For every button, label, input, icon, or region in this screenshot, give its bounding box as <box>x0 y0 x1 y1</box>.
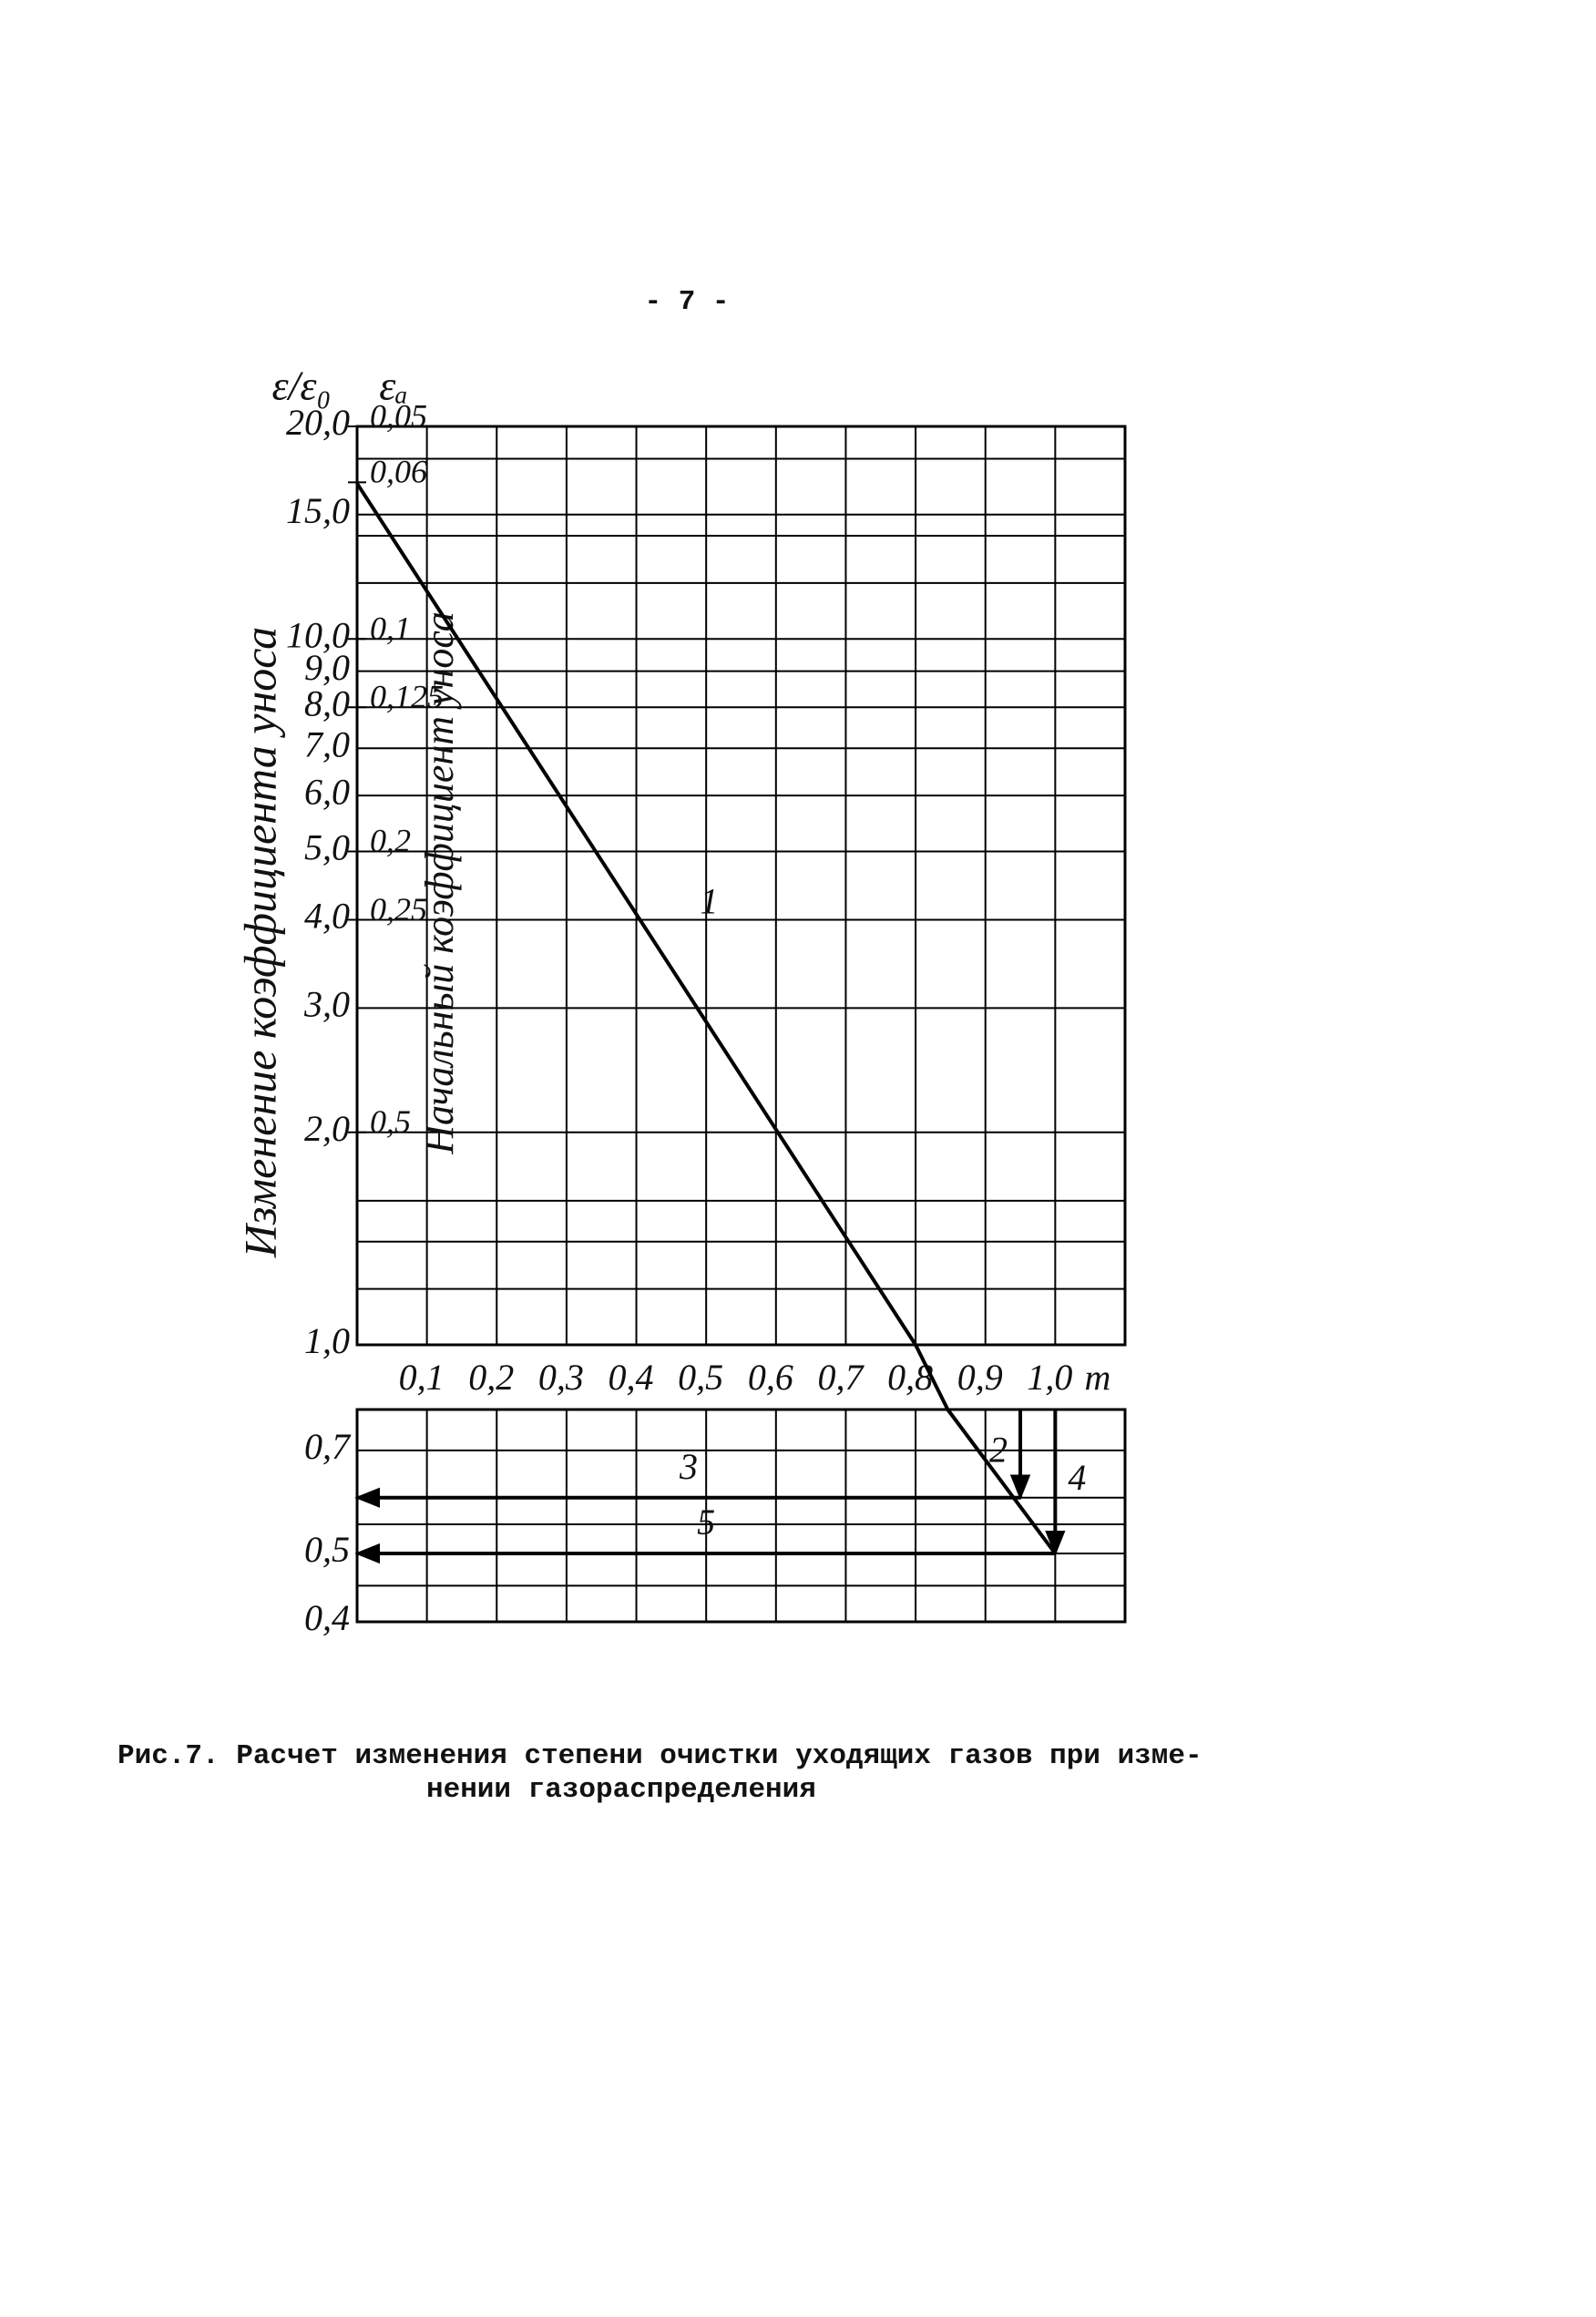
y-tick-label: 1,0 <box>304 1320 350 1361</box>
series-label: 2 <box>989 1430 1008 1471</box>
y-tick-label: 5,0 <box>304 827 350 868</box>
y-axis-label: Изменение коэффициента уноса <box>234 627 285 1258</box>
y2-tick-label: 0,05 <box>370 397 427 434</box>
x-tick-label: 0,6 <box>748 1357 793 1398</box>
y-tick-label: 4,0 <box>304 896 350 937</box>
page-number: - 7 - <box>644 286 729 318</box>
series-label: 3 <box>679 1446 698 1487</box>
caption: Рис.7. Расчет изменения степени очистки … <box>118 1740 1202 1772</box>
y-tick-label: 3,0 <box>303 984 350 1025</box>
x-axis-label: m <box>1085 1357 1111 1398</box>
series-label: 1 <box>701 881 719 922</box>
y-tick-label: 8,0 <box>304 682 350 723</box>
y-tick-label: 20,0 <box>286 402 350 443</box>
x-tick-label: 0,3 <box>538 1357 584 1398</box>
series-label: 5 <box>697 1502 715 1543</box>
y2-tick-label: 0,1 <box>370 610 411 646</box>
y-tick-label: 10,0 <box>286 614 350 655</box>
y2-tick-label: 0,5 <box>370 1103 411 1140</box>
caption: нении газораспределения <box>426 1774 816 1806</box>
y-tick-label: 0,7 <box>304 1426 352 1467</box>
y-tick-label: 2,0 <box>304 1108 350 1149</box>
connector <box>914 1344 950 1410</box>
y-tick-label: 0,4 <box>304 1597 350 1638</box>
y2-tick-label: 0,06 <box>370 454 427 490</box>
y2-tick-label: 0,125 <box>370 679 444 715</box>
x-tick-label: 0,2 <box>468 1357 514 1398</box>
x-tick-label: 0,5 <box>678 1357 723 1398</box>
series-line <box>946 1408 1057 1555</box>
y-tick-label: 7,0 <box>304 723 350 764</box>
x-tick-label: 0,4 <box>609 1357 654 1398</box>
y-header: ε/ε₀ <box>271 363 331 409</box>
y-tick-label: 0,5 <box>304 1529 350 1570</box>
y-tick-label: 9,0 <box>304 647 350 688</box>
x-tick-label: 0,1 <box>399 1357 445 1398</box>
x-tick-label: 1,0 <box>1027 1357 1072 1398</box>
y2-tick-label: 0,2 <box>370 823 411 859</box>
series-line <box>355 482 917 1347</box>
y2-header: εₐ <box>379 363 408 409</box>
series-label: 4 <box>1068 1457 1086 1498</box>
x-tick-label: 0,7 <box>817 1357 864 1398</box>
x-tick-label: 0,9 <box>957 1357 1003 1398</box>
y2-axis-label: Начальный коэффициент уноса <box>417 611 462 1155</box>
y-tick-label: 6,0 <box>304 771 350 812</box>
y-tick-label: 15,0 <box>286 490 350 531</box>
y2-tick-label: 0,25 <box>370 891 427 928</box>
